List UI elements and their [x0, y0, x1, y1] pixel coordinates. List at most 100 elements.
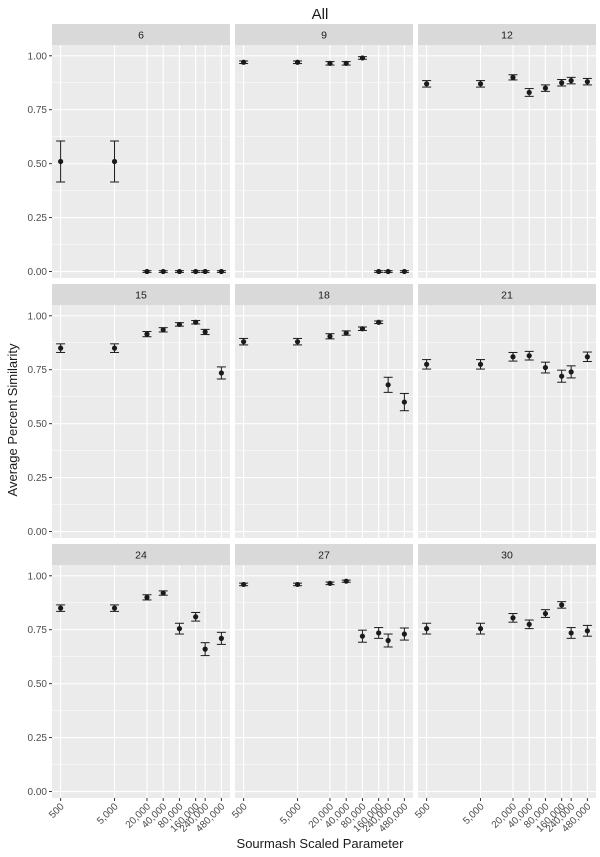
data-point: [202, 268, 208, 275]
facet-strip-label: 9: [321, 30, 327, 42]
data-point: [385, 637, 391, 644]
facet-strip-label: 18: [318, 290, 330, 302]
data-point: [376, 630, 382, 636]
y-axis-title: Average Percent Similarity: [5, 343, 20, 496]
y-tick-label: 1.00: [28, 51, 48, 62]
data-point: [202, 329, 208, 335]
data-point: [176, 626, 183, 632]
y-tick-label: 0.25: [28, 733, 48, 744]
data-point: [401, 399, 407, 405]
data-point: [542, 610, 549, 617]
data-point: [294, 339, 301, 345]
data-point: [193, 319, 199, 325]
data-point: [144, 594, 150, 600]
x-tick-label: 500: [47, 801, 67, 821]
chart-title: All: [312, 6, 329, 23]
data-point: [327, 333, 333, 339]
facet-strip-label: 15: [135, 290, 147, 302]
data-point: [542, 85, 549, 91]
data-point: [526, 89, 532, 96]
facet-panels: 6 0.00 0.25 0.50 0.75 1.00 9 12 15 0.00 0.25 0.50 0.…: [28, 24, 596, 835]
facet-panel-21: 21: [418, 284, 596, 538]
data-point: [294, 581, 301, 588]
data-point: [343, 578, 349, 584]
y-tick-label: 0.00: [28, 267, 48, 278]
data-point: [477, 626, 484, 632]
data-point: [510, 354, 516, 360]
y-tick-label: 0.75: [28, 365, 48, 376]
data-point: [559, 373, 565, 379]
data-point: [176, 321, 183, 328]
y-tick-label: 0.75: [28, 625, 48, 636]
data-point: [568, 630, 574, 636]
data-point: [510, 74, 516, 80]
y-tick-label: 0.00: [28, 527, 48, 538]
panel-background: [52, 565, 230, 798]
x-axis-title: Sourmash Scaled Parameter: [237, 836, 405, 851]
facet-strip-label: 21: [501, 290, 513, 302]
panel-background: [52, 305, 230, 538]
facet-strip: [235, 544, 413, 565]
data-point: [424, 626, 430, 632]
data-point: [424, 361, 430, 367]
data-point: [327, 580, 333, 586]
data-point: [294, 59, 301, 65]
data-point: [343, 60, 349, 66]
data-point: [218, 370, 224, 376]
data-point: [542, 364, 549, 371]
facet-strip-label: 12: [501, 30, 513, 42]
data-point: [584, 79, 590, 85]
facet-strip: [52, 24, 230, 45]
facet-strip-label: 6: [138, 30, 144, 42]
data-point: [584, 628, 590, 634]
data-point: [160, 268, 166, 275]
facet-strip: [418, 544, 596, 565]
data-point: [218, 268, 224, 275]
data-point: [327, 60, 333, 66]
data-point: [526, 621, 532, 627]
x-tick-label: 500: [230, 801, 250, 821]
data-point: [176, 268, 183, 275]
facet-strip: [52, 284, 230, 305]
data-point: [58, 158, 64, 165]
data-point: [193, 268, 199, 275]
data-point: [376, 319, 382, 325]
panel-background: [235, 45, 413, 278]
data-point: [359, 326, 366, 332]
data-point: [160, 590, 166, 596]
facet-strip: [235, 24, 413, 45]
data-point: [559, 80, 565, 86]
y-tick-label: 0.50: [28, 419, 48, 430]
data-point: [111, 345, 118, 351]
data-point: [559, 602, 565, 608]
facet-panel-6: 6 0.00 0.25 0.50 0.75 1.00: [28, 24, 230, 278]
data-point: [241, 59, 247, 65]
data-point: [58, 605, 64, 611]
data-point: [193, 614, 199, 620]
y-tick-label: 0.50: [28, 679, 48, 690]
y-tick-label: 0.00: [28, 787, 48, 798]
data-point: [424, 81, 430, 87]
panel-background: [52, 45, 230, 278]
facet-panel-15: 15 0.00 0.25 0.50 0.75 1.00: [28, 284, 230, 538]
data-point: [111, 158, 118, 165]
data-point: [385, 382, 391, 388]
facet-strip-label: 30: [501, 550, 513, 562]
data-point: [584, 354, 590, 360]
facet-panel-12: 12: [418, 24, 596, 278]
data-point: [144, 268, 150, 275]
data-point: [401, 268, 407, 275]
facet-panel-9: 9: [235, 24, 413, 278]
data-point: [510, 615, 516, 621]
facet-panel-18: 18: [235, 284, 413, 538]
data-point: [568, 77, 574, 84]
x-tick-label: 5,000: [278, 801, 304, 827]
data-point: [401, 631, 407, 637]
panel-background: [235, 565, 413, 798]
x-tick-label: 5,000: [461, 801, 487, 827]
facet-strip: [418, 24, 596, 45]
